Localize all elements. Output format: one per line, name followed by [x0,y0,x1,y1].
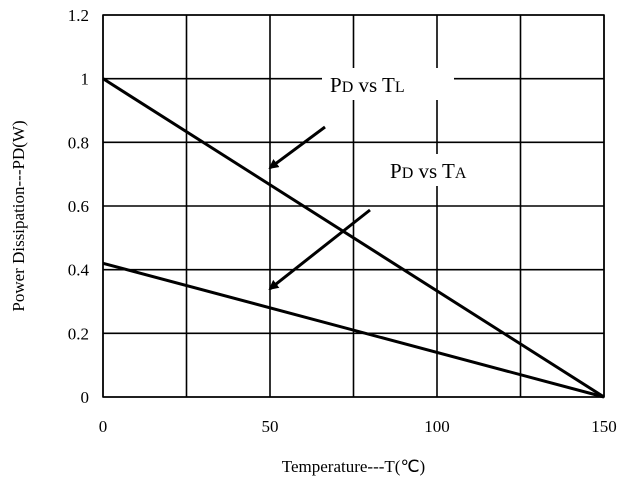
annotation-arrow [268,208,371,291]
x-tick-label: 50 [262,417,279,436]
y-tick-label: 0.2 [68,324,89,343]
y-tick-label: 1 [81,70,90,89]
annotation-label: PD vs TA [390,159,467,183]
x-axis-title: Temperature---T(℃) [282,457,425,476]
series-line-2 [102,261,605,399]
series-lines [102,77,605,399]
annotation-arrow [268,125,326,170]
y-axis-title: Power Dissipation---PD(W) [9,120,28,311]
tick-labels: 0 50 100 150 0 0.2 0.4 0.6 0.8 1 1.2 [68,6,617,436]
plot-frame [102,14,605,398]
annotation-label-bg [382,154,514,186]
series-line-1 [102,77,605,399]
x-tick-label: 100 [424,417,450,436]
y-tick-label: 0.4 [68,261,90,280]
annotation-label: PD vs TL [330,73,405,97]
annotations: PD vs TL PD vs TA [268,68,514,291]
y-tick-label: 0.6 [68,197,89,216]
y-tick-label: 0.8 [68,133,89,152]
y-tick-label: 0 [81,388,90,407]
annotation-label-bg [322,68,454,100]
x-tick-label: 150 [591,417,617,436]
y-tick-label: 1.2 [68,6,89,25]
x-tick-label: 0 [99,417,108,436]
